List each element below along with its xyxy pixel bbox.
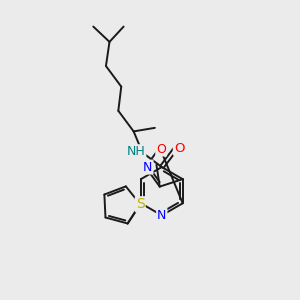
Text: N: N — [157, 209, 167, 222]
Text: O: O — [174, 142, 184, 154]
Text: S: S — [136, 197, 145, 211]
Text: NH: NH — [127, 145, 146, 158]
Text: N: N — [143, 160, 153, 174]
Text: O: O — [156, 142, 166, 155]
